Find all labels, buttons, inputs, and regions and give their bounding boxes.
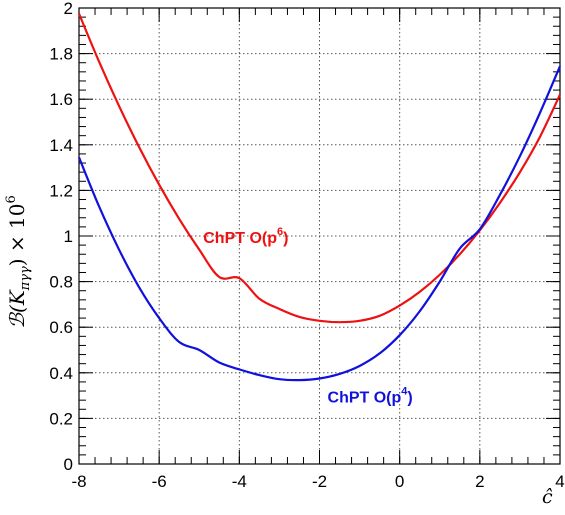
series-curves (77, 13, 562, 382)
series-label-main: ChPT O(p (203, 230, 277, 247)
series-label-close: ) (407, 389, 412, 406)
y-tick-label: 2 (64, 0, 73, 18)
y-tick-label: 0.8 (49, 273, 73, 292)
series-line-1 (77, 65, 562, 382)
y-tick-label: 1.8 (49, 45, 73, 64)
x-tick-label: -4 (232, 472, 247, 491)
y-tick-label: 1.6 (49, 90, 73, 109)
x-tick-label: 4 (555, 472, 564, 491)
y-axis-label-tail: ) × 10 (5, 203, 29, 266)
y-axis-label: ℬ(Kπγγ) × 106 (4, 195, 33, 329)
y-tick-label: 0.4 (49, 364, 73, 383)
series-line-0 (77, 13, 561, 324)
x-tick-label: 0 (395, 472, 404, 491)
axis-ticks (78, 7, 561, 465)
series-labels: ChPT O(p6)ChPT O(p4) (203, 226, 412, 407)
y-axis-label-sub: πγγ (18, 266, 33, 291)
y-tick-label: 1 (64, 227, 73, 246)
series-label-1: ChPT O(p4) (328, 385, 413, 406)
y-tick-label: 0.6 (49, 318, 73, 337)
series-label-close: ) (283, 230, 288, 247)
y-tick-label: 1.2 (49, 181, 73, 200)
y-axis-label-exp: 6 (4, 195, 19, 203)
series-label-exp: 6 (277, 226, 283, 238)
y-tick-label: 0.2 (49, 409, 73, 428)
y-tick-label: 1.4 (49, 136, 73, 155)
x-tick-label: 2 (475, 472, 484, 491)
y-tick-labels: 0 0.2 0.4 0.6 0.8 1 1.2 1.4 1.6 1.8 2 (49, 0, 73, 474)
series-label-exp: 4 (401, 385, 408, 397)
grid-lines (79, 8, 560, 464)
x-tick-labels: -8 -6 -4 -2 0 2 4 (71, 472, 564, 491)
y-tick-label: 0 (64, 455, 73, 474)
x-tick-label: -8 (71, 472, 86, 491)
series-label-main: ChPT O(p (328, 389, 402, 406)
x-tick-label: -2 (312, 472, 327, 491)
y-axis-label-main: ℬ(K (5, 289, 29, 329)
x-axis-label: ĉ (542, 486, 553, 508)
series-label-0: ChPT O(p6) (203, 226, 288, 247)
x-tick-label: -6 (152, 472, 167, 491)
